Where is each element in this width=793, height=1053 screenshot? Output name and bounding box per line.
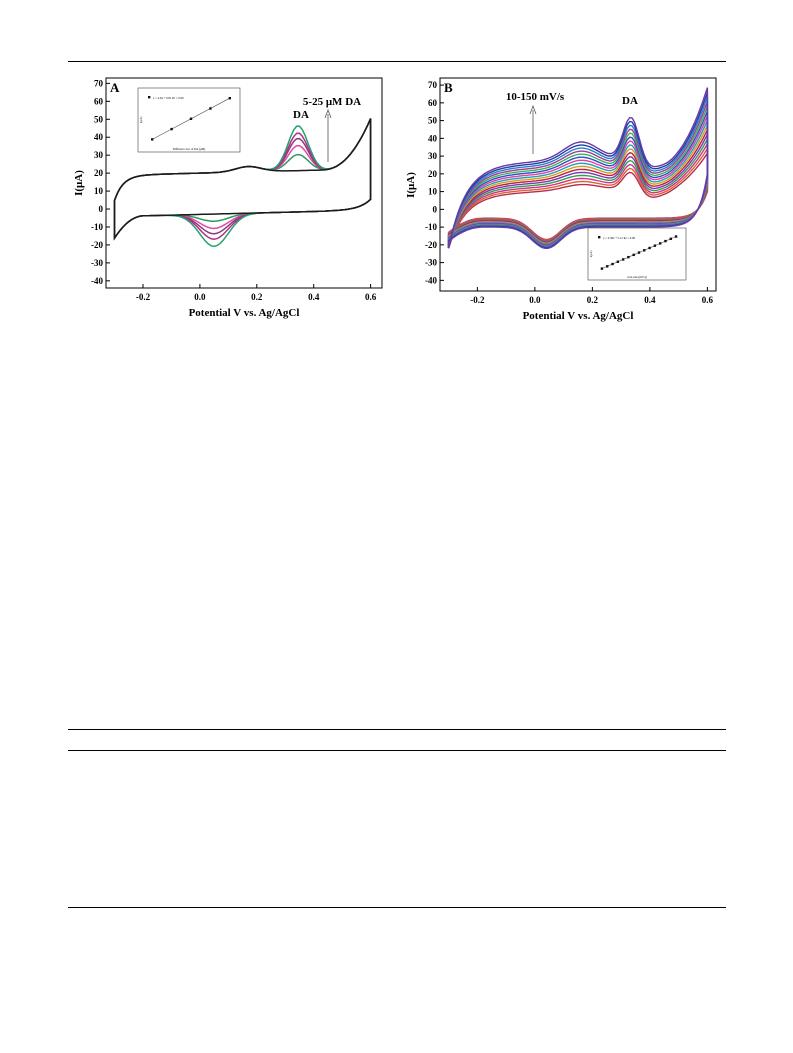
chart-b-inset-point [611, 262, 614, 266]
chart-b-ytick-label: 40 [428, 133, 438, 143]
chart-a-inset-point [209, 107, 212, 110]
chart-b-xtick-label: 0.4 [644, 295, 656, 305]
chart-a-arrow-label: 5-25 μM DA [303, 96, 361, 108]
chart-b-inset-point [600, 267, 604, 270]
chart-b-marks [447, 87, 709, 249]
chart-b-ytick-label: -20 [425, 240, 437, 250]
chart-b-xlabel: Potential V vs. Ag/AgCl [523, 310, 634, 322]
chart-a-xtick-label: -0.2 [136, 292, 151, 302]
chart-b-series-line [447, 87, 709, 249]
chart-b-inset-point [674, 235, 678, 238]
chart-b-inset-point [643, 249, 646, 252]
chart-b-inset-point [648, 246, 651, 250]
chart-b-ytick-label: -30 [425, 258, 437, 268]
chart-a-ytick-label: -40 [91, 276, 103, 286]
chart-a-ytick-label: 30 [94, 150, 104, 160]
chart-b-inset-ylabel: I(μA) [589, 251, 593, 258]
table-bottom-rule [68, 907, 726, 908]
chart-a-inset-point [151, 138, 154, 141]
chart-a-series-line [113, 118, 372, 241]
chart-b-panel-label: B [444, 80, 453, 95]
chart-a-ticks: -0.2 0.0 0.2 0.4 0.6 -40 -30 -20 -10 0 10 20 30 40 50 6… [91, 78, 377, 302]
chart-a-inset-point [170, 127, 173, 131]
chart-b-frame [439, 77, 717, 292]
chart-a-ytick-label: 60 [94, 96, 104, 106]
chart-a-ytick-label: -10 [91, 222, 103, 232]
chart-a-xtick-label: 0.6 [365, 292, 377, 302]
chart-b-inset-point [632, 253, 635, 257]
chart-b-peak-label: DA [622, 95, 638, 107]
chart-b-ylabel: I(μA) [405, 172, 417, 198]
chart-a-ytick-label: 50 [94, 114, 104, 124]
chart-a-arrow [324, 108, 332, 162]
chart-b-ytick-label: 30 [428, 151, 438, 161]
chart-b-inset-point [653, 244, 657, 247]
chart-b-ytick-label: -40 [425, 275, 437, 285]
chart-b-ytick-label: 20 [428, 169, 438, 179]
chart-b-ticks: -0.2 0.0 0.2 0.4 0.6 -40 -30 -20 -10 0 10 20 30 40 50 6… [425, 80, 714, 305]
chart-b-inset-point [616, 260, 620, 263]
chart-panel-b: y = 0.36x + 5.12 R² = 0.99 scan rate (mV/… [402, 70, 724, 326]
chart-a-inset-point [228, 97, 231, 100]
chart-b-inset-point [621, 258, 625, 261]
chart-a-peak-label: DA [293, 109, 309, 121]
chart-b-inset-point [606, 265, 609, 268]
chart-b-inset-point [658, 242, 662, 245]
chart-b-svg: y = 0.36x + 5.12 R² = 0.99 scan rate (mV/… [405, 77, 717, 322]
chart-a-inset-legend-marker [148, 96, 151, 99]
chart-a-xtick-label: 0.4 [308, 292, 320, 302]
chart-b-ytick-label: 70 [428, 80, 438, 90]
chart-a-xlabel: Potential V vs. Ag/AgCl [189, 307, 300, 319]
chart-a-inset-legend: y = 4.6x + 0.81 R² = 0.99 [153, 96, 184, 100]
chart-b-arrow-label: 10-150 mV/s [506, 91, 565, 103]
chart-a-panel-label: A [110, 80, 120, 95]
chart-b-inset-point [664, 239, 667, 243]
chart-b-xtick-label: 0.6 [702, 295, 714, 305]
chart-b-ytick-label: 10 [428, 187, 438, 197]
chart-a-svg: y = 4.6x + 0.81 R² = 0.99 Different conc … [73, 77, 383, 319]
chart-a-ytick-label: 0 [99, 204, 104, 214]
chart-b-inset: y = 0.36x + 5.12 R² = 0.99 scan rate (mV/… [587, 227, 687, 281]
chart-b-inset-legend-marker [598, 236, 601, 239]
chart-b-inset-point [627, 255, 630, 259]
chart-a-ytick-label: 40 [94, 132, 104, 142]
chart-b-xtick-label: -0.2 [470, 295, 485, 305]
chart-a-xtick-label: 0.2 [251, 292, 263, 302]
chart-b-xtick-label: 0.0 [529, 295, 541, 305]
chart-b-arrow [529, 104, 537, 154]
chart-b-xtick-label: 0.2 [587, 295, 599, 305]
chart-b-inset-frame [587, 227, 687, 281]
chart-b-inset-point [637, 251, 641, 254]
chart-a-frame [105, 77, 383, 289]
chart-a-ytick-label: 20 [94, 168, 104, 178]
chart-panel-a: y = 4.6x + 0.81 R² = 0.99 Different conc … [70, 70, 388, 326]
top-rule [68, 61, 726, 62]
chart-a-ylabel: I(μA) [73, 170, 85, 196]
chart-b-inset-xlabel: scan rate (mV/s) [627, 275, 647, 279]
chart-b-inset-point [669, 237, 672, 241]
table-header-rule [68, 750, 726, 751]
chart-b-ytick-label: 50 [428, 116, 438, 126]
chart-a-ytick-label: 70 [94, 78, 104, 88]
chart-a-ytick-label: 10 [94, 186, 104, 196]
chart-a-inset-ylabel: I(μA) [139, 117, 143, 124]
chart-b-ytick-label: 0 [433, 204, 438, 214]
chart-a-ytick-label: -30 [91, 258, 103, 268]
table-top-rule [68, 729, 726, 730]
chart-a-ytick-label: -20 [91, 240, 103, 250]
chart-a-xtick-label: 0.0 [194, 292, 206, 302]
chart-a-inset-xlabel: Different conc of DA (μM) [173, 147, 206, 151]
chart-a-inset-point [189, 117, 193, 120]
chart-a-marks [113, 118, 372, 248]
chart-a-inset: y = 4.6x + 0.81 R² = 0.99 Different conc … [137, 87, 241, 153]
chart-b-inset-legend: y = 0.36x + 5.12 R² = 0.99 [603, 236, 635, 240]
chart-b-ytick-label: -10 [425, 222, 437, 232]
chart-b-ytick-label: 60 [428, 98, 438, 108]
